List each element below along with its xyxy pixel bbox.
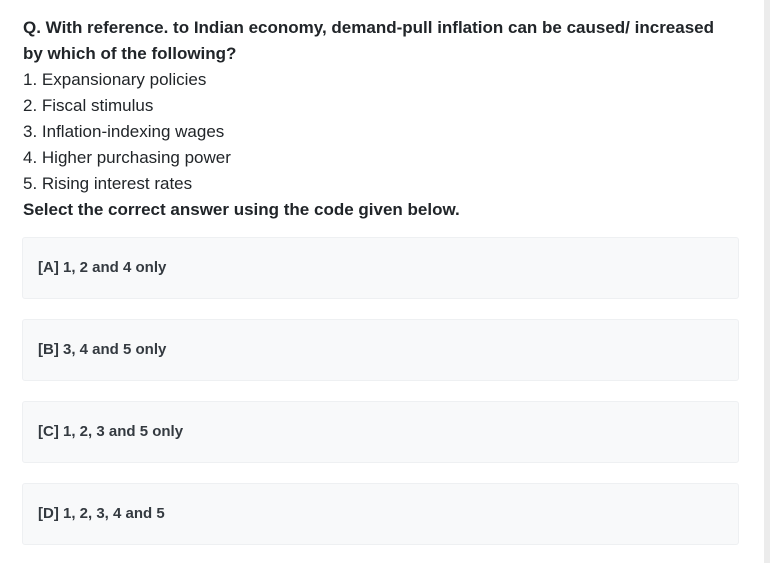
question-block: Q. With reference. to Indian economy, de… [23,15,723,223]
scrollbar-track[interactable] [764,0,770,563]
option-c-label: [C] 1, 2, 3 and 5 only [38,423,184,440]
statement-4: 4. Higher purchasing power [23,148,231,167]
statement-1: 1. Expansionary policies [23,70,207,89]
option-a[interactable]: [A] 1, 2 and 4 only [22,237,739,299]
option-d-label: [D] 1, 2, 3, 4 and 5 [38,505,165,522]
question-instruction: Select the correct answer using the code… [23,200,460,219]
statement-2: 2. Fiscal stimulus [23,96,154,115]
question-title: Q. With reference. to Indian economy, de… [23,18,715,63]
option-d[interactable]: [D] 1, 2, 3, 4 and 5 [22,483,739,545]
option-b[interactable]: [B] 3, 4 and 5 only [22,319,739,381]
statement-5: 5. Rising interest rates [23,174,193,193]
option-a-label: [A] 1, 2 and 4 only [38,259,167,276]
option-b-label: [B] 3, 4 and 5 only [38,341,167,358]
statement-3: 3. Inflation-indexing wages [23,122,225,141]
option-c[interactable]: [C] 1, 2, 3 and 5 only [22,401,739,463]
